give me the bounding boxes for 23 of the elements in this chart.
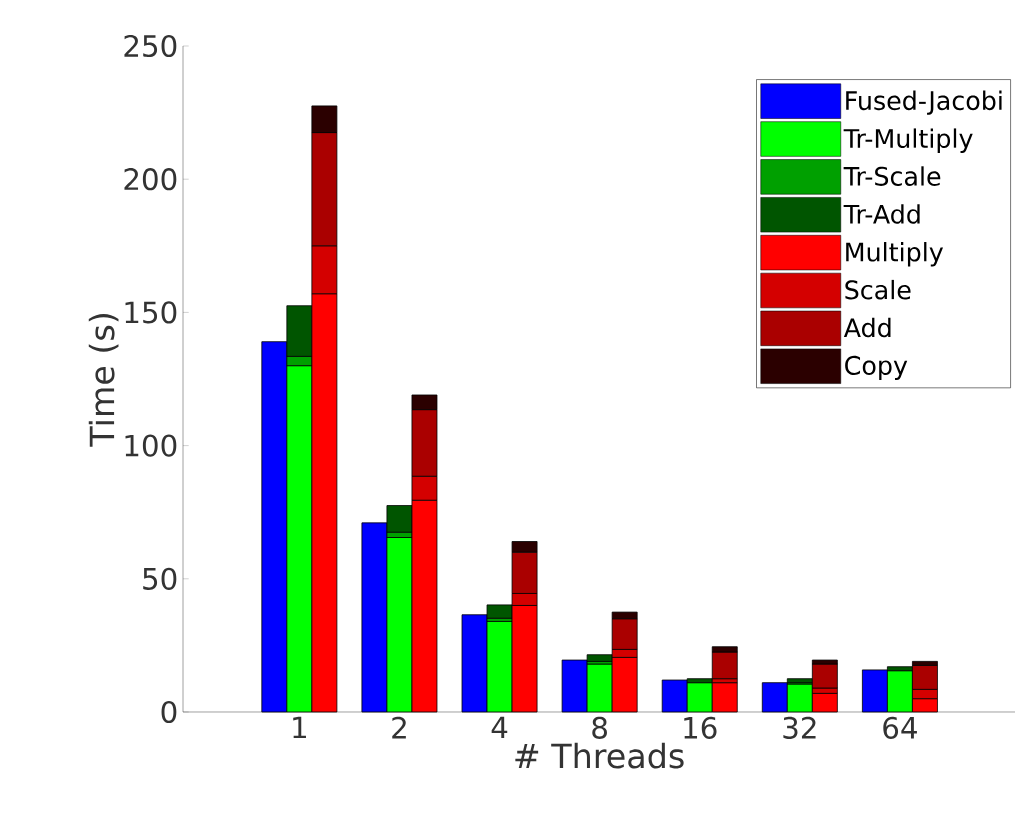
- y-axis-title: Time (s): [88, 314, 119, 447]
- y-tick-label: 150: [125, 301, 177, 324]
- y-tick-label: 100: [125, 434, 177, 457]
- legend-label: Multiply: [846, 242, 944, 267]
- legend-label: Tr-Multiply: [843, 128, 973, 153]
- y-tick-label: 250: [124, 34, 177, 58]
- legend-label: Tr-Add: [843, 204, 920, 224]
- x-tick-label: 1: [293, 716, 306, 739]
- legend-label: Scale: [845, 279, 911, 300]
- y-tick-label: 50: [143, 567, 177, 590]
- x-axis-title: # Threads: [515, 742, 684, 769]
- legend-label: Add: [843, 317, 891, 338]
- legend-label: Fused-Jacobi: [846, 90, 1002, 115]
- y-tick-label: 200: [124, 168, 177, 191]
- x-tick-label: 64: [883, 716, 917, 739]
- y-tick-label: 0: [161, 700, 177, 724]
- legend-label: Copy: [845, 355, 908, 380]
- x-tick-label: 16: [684, 716, 717, 739]
- x-tick-label: 32: [783, 716, 816, 739]
- x-tick-label: 8: [592, 716, 607, 739]
- x-tick-label: 2: [392, 716, 406, 739]
- legend-label: Tr-Scale: [843, 166, 941, 186]
- x-tick-label: 4: [491, 716, 508, 739]
